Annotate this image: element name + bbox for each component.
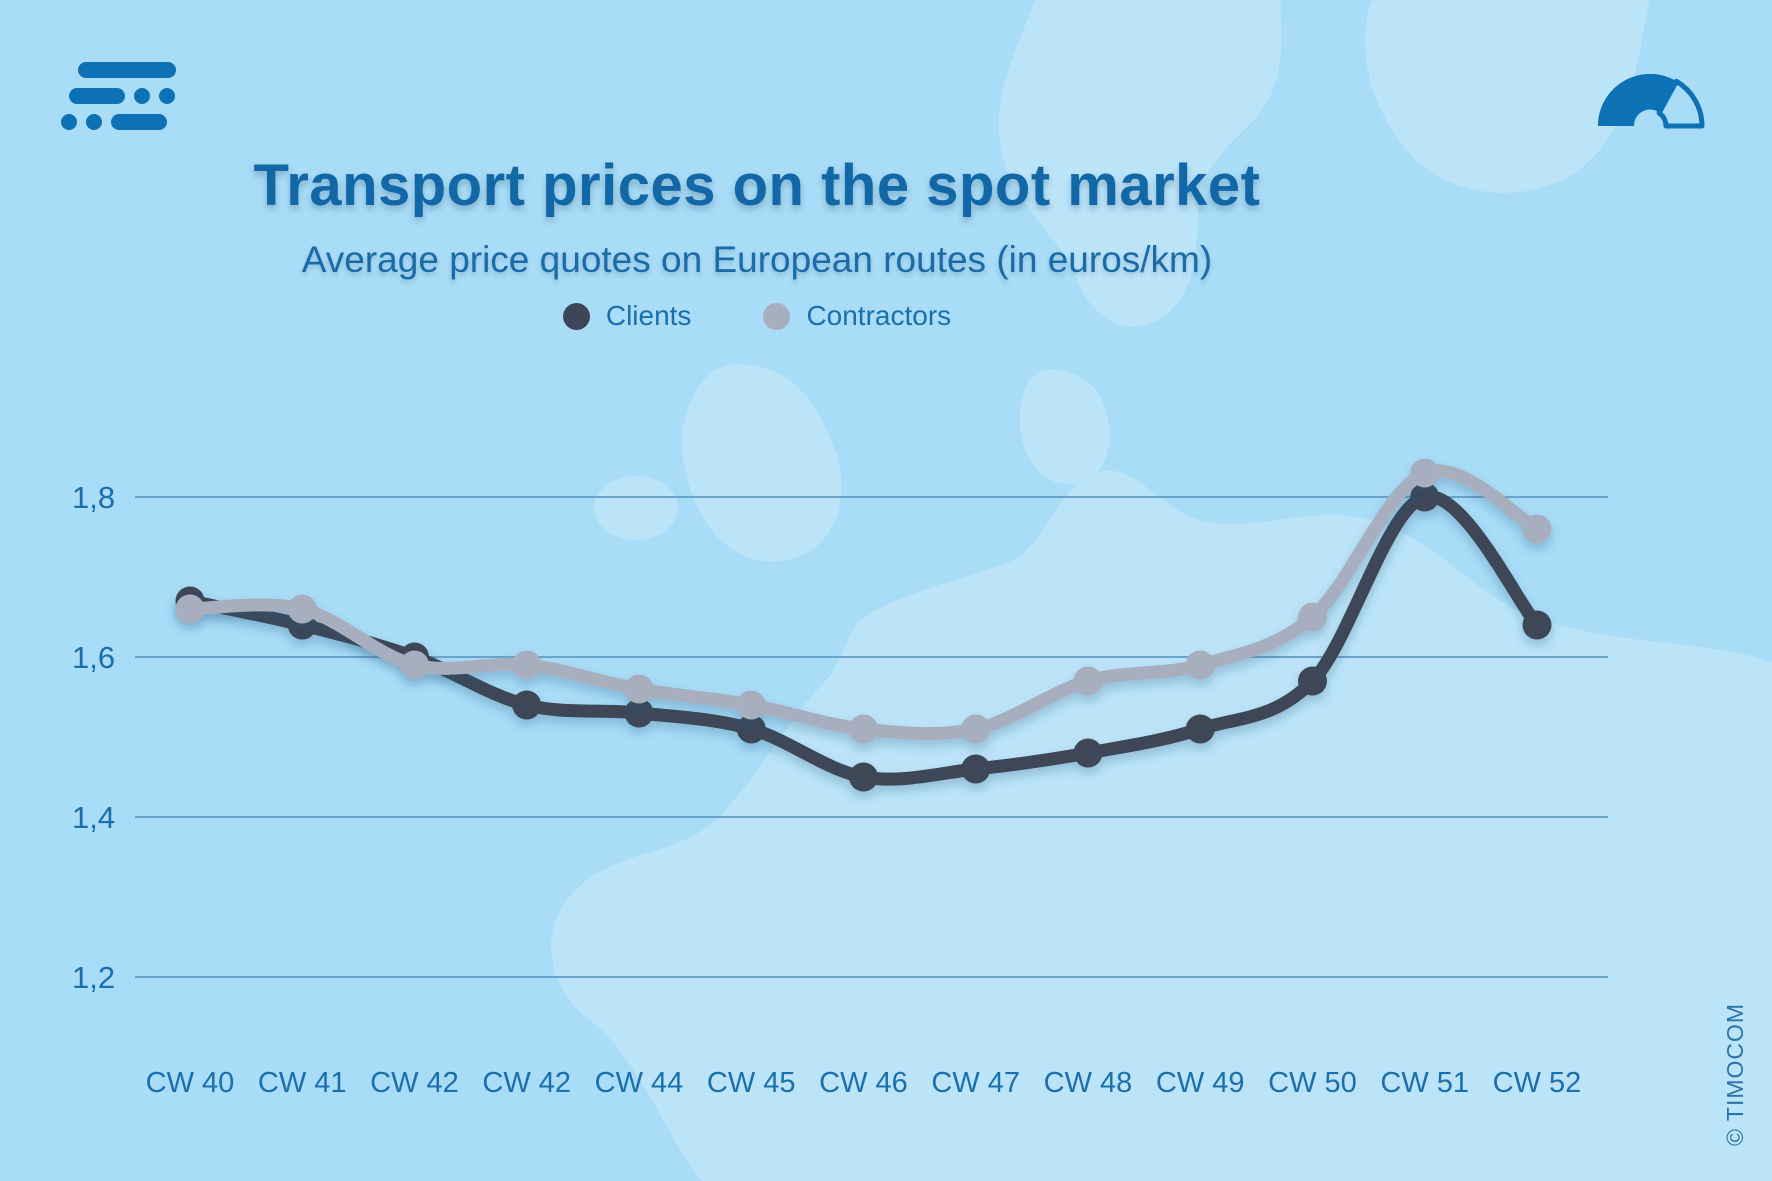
contractors-data-point bbox=[175, 594, 205, 624]
contractors-series bbox=[175, 458, 1552, 744]
contractors-data-point bbox=[849, 714, 878, 744]
chart-legend: Clients Contractors bbox=[0, 300, 1514, 332]
contractors-data-point bbox=[400, 650, 429, 680]
clients-data-point bbox=[1522, 610, 1552, 640]
x-tick-label: CW 41 bbox=[258, 1067, 347, 1099]
clients-data-point bbox=[961, 754, 991, 784]
speedometer-gauge-icon bbox=[1598, 74, 1705, 129]
timocom-logo bbox=[57, 58, 177, 130]
clients-color-dot bbox=[562, 302, 590, 330]
legend-item-contractors: Contractors bbox=[763, 300, 951, 332]
y-tick-label: 1,8 bbox=[72, 480, 115, 515]
legend-label-contractors: Contractors bbox=[806, 300, 952, 331]
x-tick-label: CW 52 bbox=[1493, 1067, 1582, 1099]
clients-data-point bbox=[849, 762, 878, 792]
clients-data-point bbox=[624, 698, 654, 728]
clients-series bbox=[175, 482, 1552, 792]
contractors-data-point bbox=[624, 674, 654, 704]
contractors-data-point bbox=[1185, 650, 1215, 680]
clients-data-point bbox=[512, 690, 542, 720]
page-subtitle: Average price quotes on European routes … bbox=[301, 239, 1213, 280]
logo-bar-row-3 bbox=[61, 114, 167, 130]
x-tick-label: CW 42 bbox=[482, 1067, 571, 1099]
page-title: Transport prices on the spot market bbox=[253, 153, 1261, 218]
y-tick-label: 1,2 bbox=[72, 960, 115, 995]
clients-data-point bbox=[1185, 714, 1215, 744]
clients-data-point bbox=[1298, 666, 1327, 696]
y-tick-label: 1,6 bbox=[72, 640, 115, 675]
contractors-data-point bbox=[1522, 514, 1552, 544]
clients-data-point bbox=[1410, 482, 1440, 512]
contractors-data-point bbox=[736, 690, 766, 720]
x-tick-label: CW 42 bbox=[370, 1067, 459, 1099]
x-tick-label: CW 49 bbox=[1156, 1067, 1245, 1099]
y-tick-label: 1,4 bbox=[72, 800, 115, 835]
logo-bar-row-1 bbox=[78, 62, 176, 78]
clients-data-point bbox=[1073, 738, 1103, 768]
header: Transport prices on the spot market Aver… bbox=[0, 152, 1514, 281]
contractors-data-point bbox=[1073, 666, 1103, 696]
x-tick-label: CW 50 bbox=[1268, 1067, 1357, 1099]
x-tick-label: CW 46 bbox=[819, 1067, 908, 1099]
copyright-text: © TIMOCOM bbox=[1722, 1002, 1748, 1146]
contractors-data-point bbox=[1410, 458, 1440, 488]
contractors-data-point bbox=[961, 714, 991, 744]
logo-bar-row-2 bbox=[69, 88, 175, 104]
x-tick-label: CW 47 bbox=[931, 1067, 1020, 1099]
contractors-data-point bbox=[287, 594, 317, 624]
x-tick-label: CW 51 bbox=[1380, 1067, 1469, 1099]
contractors-color-dot bbox=[763, 302, 791, 330]
legend-label-clients: Clients bbox=[605, 300, 692, 331]
x-tick-label: CW 40 bbox=[146, 1067, 235, 1099]
contractors-data-point bbox=[1298, 602, 1327, 632]
x-tick-label: CW 45 bbox=[707, 1067, 796, 1099]
x-tick-label: CW 48 bbox=[1044, 1067, 1133, 1099]
legend-item-clients: Clients bbox=[562, 300, 692, 332]
contractors-line bbox=[183, 464, 1544, 741]
x-tick-label: CW 44 bbox=[595, 1067, 684, 1099]
clients-data-point bbox=[736, 714, 766, 744]
contractors-data-point bbox=[512, 650, 542, 680]
